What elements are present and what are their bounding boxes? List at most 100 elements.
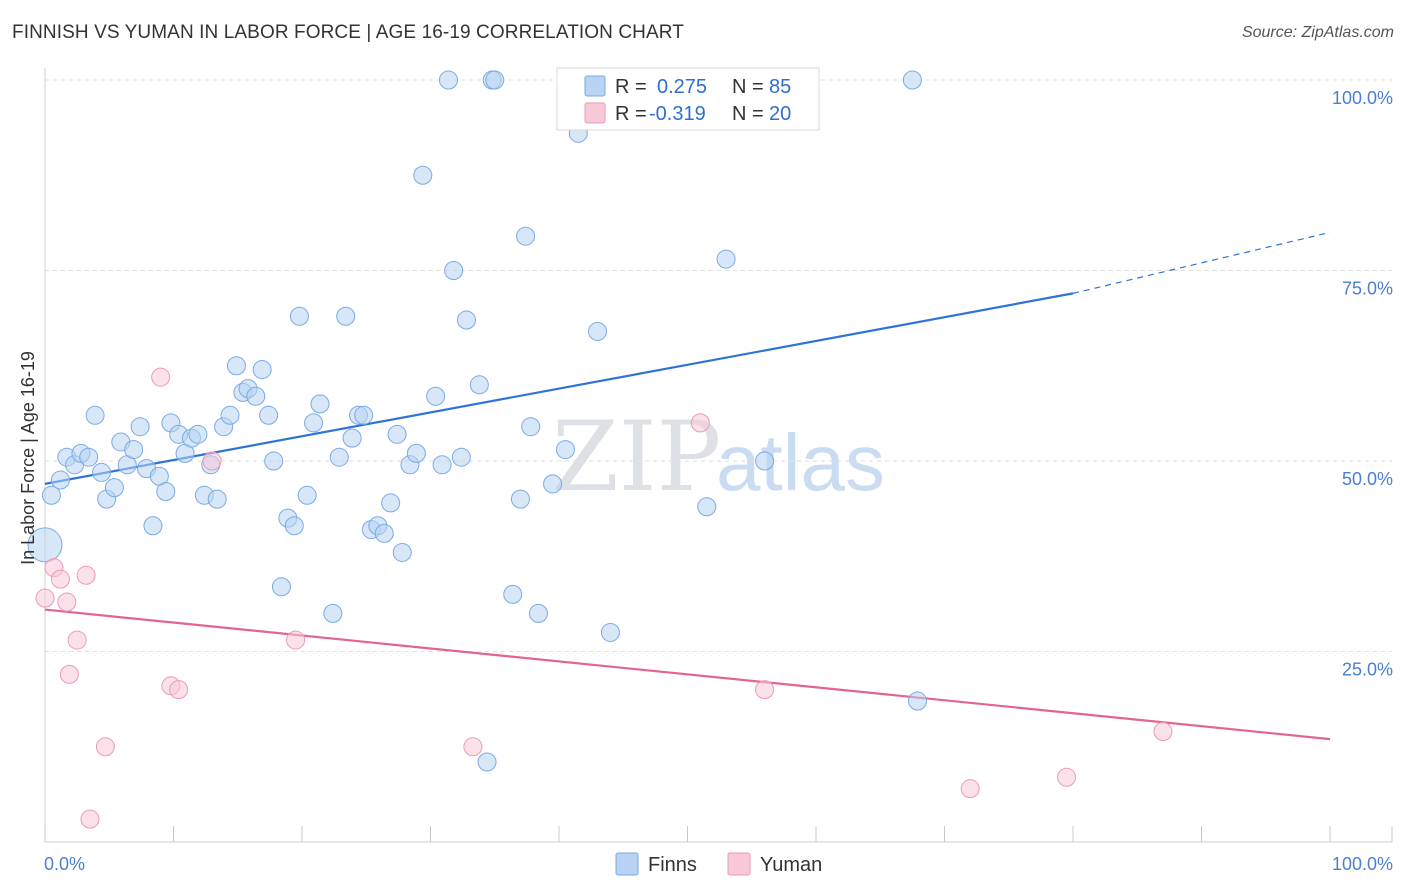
finns-point: [304, 413, 324, 433]
yuman-point: [151, 367, 171, 387]
x-tick-label-min: 0.0%: [44, 854, 85, 874]
finns-point: [426, 386, 446, 406]
finns-point: [413, 165, 433, 185]
finns-point: [289, 306, 309, 326]
bottom-legend-finns-label: Finns: [648, 854, 697, 876]
finns-point: [469, 375, 489, 395]
yuman-point: [755, 680, 775, 700]
yuman-point: [80, 809, 100, 829]
finns-point: [432, 455, 452, 475]
finns-point: [406, 443, 426, 463]
legend-finns-r-label: R =: [615, 76, 647, 98]
legend-yuman-r-value: -0.319: [649, 103, 706, 125]
finns-point: [381, 493, 401, 513]
legend-finns-swatch: [584, 75, 606, 97]
yuman-point: [59, 664, 79, 684]
yuman-point: [76, 565, 96, 585]
finns-point: [516, 226, 536, 246]
yuman-point: [1057, 767, 1077, 787]
finns-point: [336, 306, 356, 326]
finns-point: [220, 405, 240, 425]
x-tick-labels: 0.0% 100.0%: [44, 854, 1393, 874]
bottom-legend-yuman-label: Yuman: [760, 854, 822, 876]
finns-point: [27, 527, 63, 563]
finns-point: [342, 428, 362, 448]
finns-point: [92, 462, 112, 482]
trend-lines: [44, 231, 1331, 741]
finns-point: [902, 70, 922, 90]
finns-point: [226, 356, 246, 376]
finns-point: [284, 516, 304, 536]
finns-point: [271, 577, 291, 597]
finns-point: [521, 417, 541, 437]
finns-point: [528, 603, 548, 623]
finns-point: [600, 622, 620, 642]
finns-point: [124, 440, 144, 460]
legend-yuman-swatch: [584, 102, 606, 124]
yuman-point: [463, 737, 483, 757]
finns-point: [477, 752, 497, 772]
yuman-point: [67, 630, 87, 650]
bottom-legend-finns-swatch: [615, 852, 639, 876]
finns-point: [156, 481, 176, 501]
finns-point: [374, 523, 394, 543]
finns-point: [188, 424, 208, 444]
correlation-legend: R = 0.275 N = 85 R = -0.319 N = 20: [556, 67, 820, 131]
finns-point: [485, 70, 505, 90]
finns-point: [130, 417, 150, 437]
finns-point: [259, 405, 279, 425]
source-credit: Source: ZipAtlas.com: [1241, 24, 1394, 41]
yuman-point: [50, 569, 70, 589]
finns-point: [246, 386, 266, 406]
yuman-point: [35, 588, 55, 608]
y-tick-label: 75.0%: [1342, 279, 1393, 299]
finns-point: [392, 542, 412, 562]
finns-point: [252, 360, 272, 380]
finns-point: [716, 249, 736, 269]
yuman-point: [1153, 722, 1173, 742]
gridlines: [45, 79, 1392, 652]
finns-point: [387, 424, 407, 444]
y-tick-labels: 25.0% 50.0% 75.0% 100.0%: [1332, 88, 1393, 680]
y-tick-label: 25.0%: [1342, 660, 1393, 680]
y-axis-label: In Labor Force | Age 16-19: [18, 351, 38, 565]
finns-point: [755, 451, 775, 471]
yuman-point: [690, 413, 710, 433]
finns-point: [104, 478, 124, 498]
finns-point: [41, 485, 61, 505]
finns-point: [79, 447, 99, 467]
chart-title: FINNISH VS YUMAN IN LABOR FORCE | AGE 16…: [12, 22, 684, 43]
yuman-point: [57, 592, 77, 612]
legend-yuman-r-label: R =: [615, 103, 647, 125]
legend-finns-r-value: 0.275: [657, 76, 707, 98]
finns-point: [143, 516, 163, 536]
axes: [44, 68, 1393, 843]
y-tick-label: 50.0%: [1342, 469, 1393, 489]
legend-yuman-n-value: 20: [769, 103, 791, 125]
finns-point: [503, 584, 523, 604]
trend-line-finns: [44, 292, 1074, 485]
yuman-point: [960, 779, 980, 799]
x-tick-label-max: 100.0%: [1332, 854, 1393, 874]
bottom-legend-yuman-swatch: [727, 852, 751, 876]
y-tick-label: 100.0%: [1332, 88, 1393, 108]
finns-point: [310, 394, 330, 414]
finns-point: [510, 489, 530, 509]
finns-point: [908, 691, 928, 711]
trend-extension-finns: [1072, 231, 1331, 294]
finns-point: [543, 474, 563, 494]
finns-point: [588, 321, 608, 341]
yuman-point: [169, 680, 189, 700]
finns-point: [697, 497, 717, 517]
watermark-atlas-text: atlas: [716, 418, 885, 507]
finns-point: [456, 310, 476, 330]
series-legend: Finns Yuman: [615, 852, 822, 876]
trend-line-yuman: [44, 608, 1331, 741]
finns-point: [444, 261, 464, 280]
finns-point: [354, 405, 374, 425]
legend-finns-n-label: N =: [732, 76, 764, 98]
finns-point: [451, 447, 471, 467]
yuman-point: [286, 630, 306, 650]
finns-point: [264, 451, 284, 471]
